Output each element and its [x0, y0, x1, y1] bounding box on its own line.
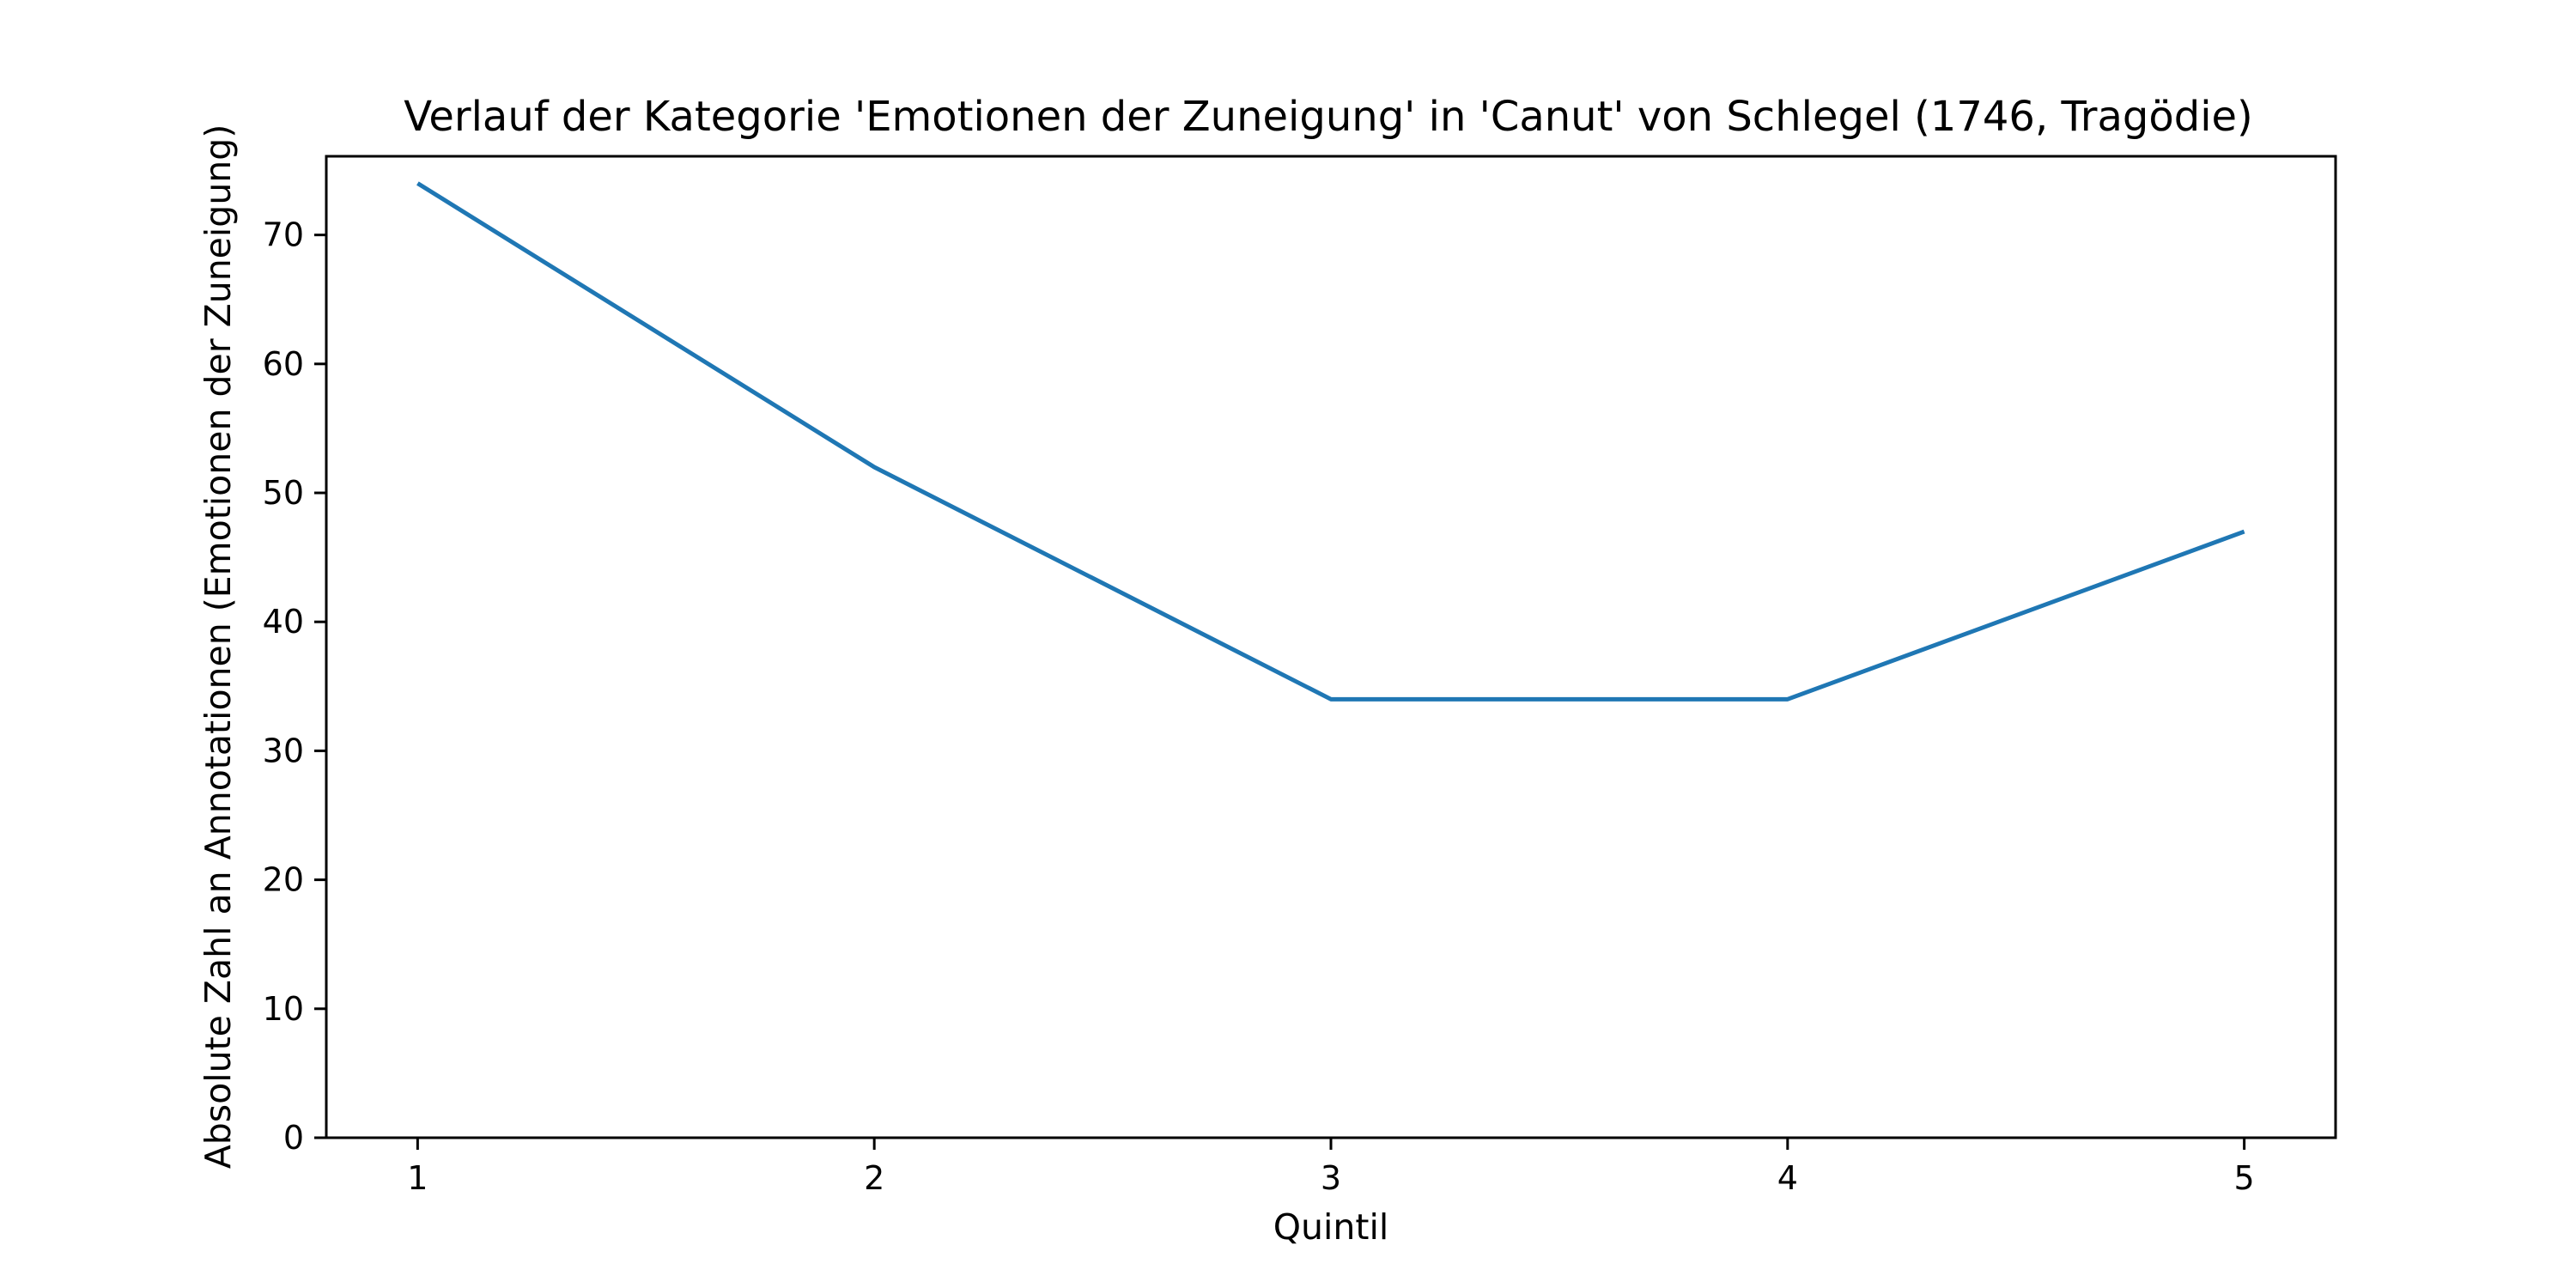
- y-axis: 0 10 20 30 40 50 60 70: [263, 216, 326, 1157]
- x-axis: 1 2 3 4 5: [407, 1138, 2255, 1197]
- chart-title: Verlauf der Kategorie 'Emotionen der Zun…: [404, 93, 2253, 141]
- y-tick-label: 50: [263, 474, 304, 512]
- x-tick-label: 3: [1321, 1159, 1341, 1197]
- y-tick-label: 40: [263, 603, 304, 641]
- y-tick-label: 70: [263, 216, 304, 254]
- x-tick-label: 4: [1777, 1159, 1798, 1197]
- y-tick-label: 60: [263, 345, 304, 383]
- series-layer: [416, 181, 2245, 702]
- y-tick-label: 10: [263, 990, 304, 1028]
- y-axis-label: Absolute Zahl an Annotationen (Emotionen…: [197, 125, 239, 1170]
- x-axis-label: Quintil: [1273, 1206, 1389, 1248]
- x-tick-label: 5: [2234, 1159, 2255, 1197]
- x-tick-label: 2: [864, 1159, 884, 1197]
- y-tick-label: 30: [263, 732, 304, 769]
- y-tick-label: 0: [283, 1119, 304, 1157]
- y-tick-label: 20: [263, 861, 304, 899]
- series-line: [416, 181, 2245, 702]
- x-tick-label: 1: [407, 1159, 428, 1197]
